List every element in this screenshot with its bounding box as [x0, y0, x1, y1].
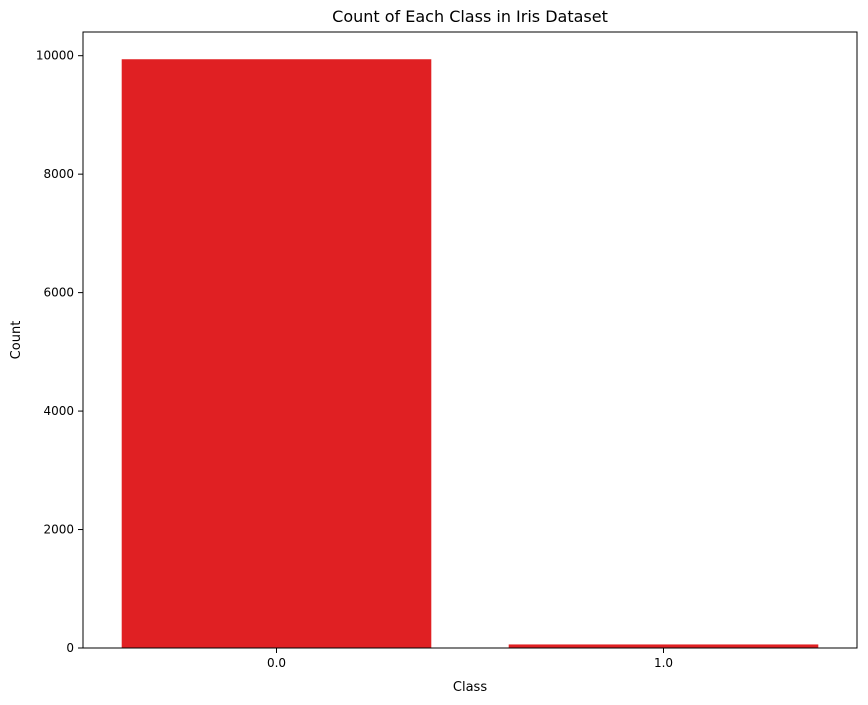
y-tick-label: 0	[66, 641, 74, 655]
x-tick-label: 0.0	[267, 656, 286, 670]
y-tick-label: 10000	[36, 49, 74, 63]
y-tick-label: 2000	[43, 523, 74, 537]
bars-layer	[121, 59, 819, 648]
y-tick-label: 8000	[43, 167, 74, 181]
plot-frame	[82, 31, 858, 649]
axes-layer	[82, 31, 858, 649]
y-tick-label: 6000	[43, 286, 74, 300]
bar-1.0	[508, 644, 819, 648]
x-tick-label: 1.0	[654, 656, 673, 670]
x-ticks: 0.0 1.0	[267, 648, 673, 670]
y-tick-label: 4000	[43, 404, 74, 418]
chart-title: Count of Each Class in Iris Dataset	[332, 7, 608, 26]
bar-0.0	[121, 59, 432, 648]
y-ticks: 0 2000 4000 6000 8000 10000	[36, 49, 83, 655]
x-axis-label: Class	[453, 680, 487, 695]
y-axis-label: Count	[9, 321, 24, 360]
